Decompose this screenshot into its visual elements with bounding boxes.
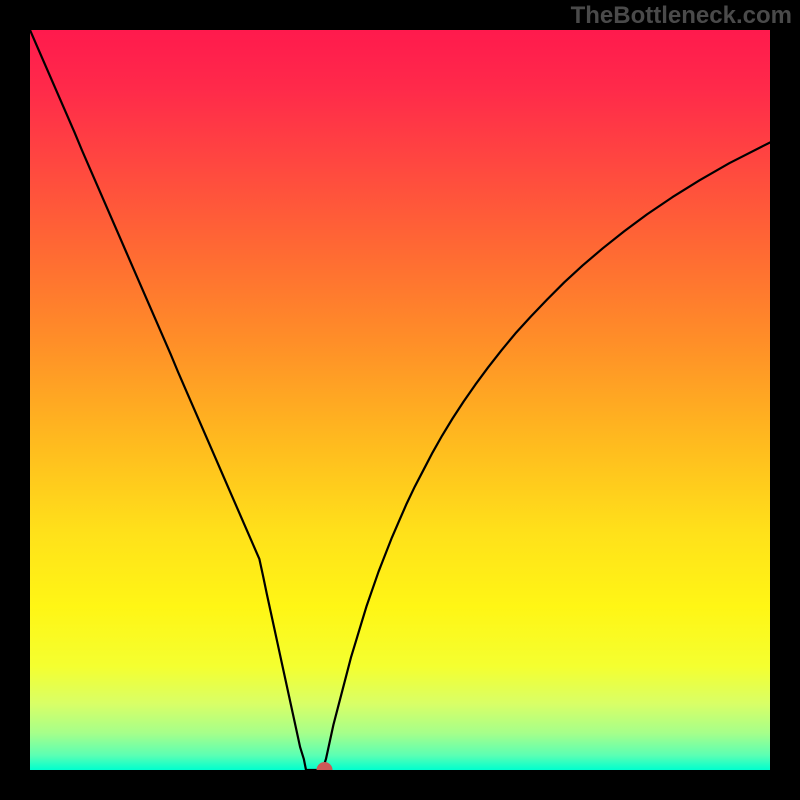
chart-container: TheBottleneck.com <box>0 0 800 800</box>
chart-background <box>30 30 770 770</box>
bottleneck-chart-svg <box>0 0 800 800</box>
watermark-text: TheBottleneck.com <box>571 2 792 30</box>
